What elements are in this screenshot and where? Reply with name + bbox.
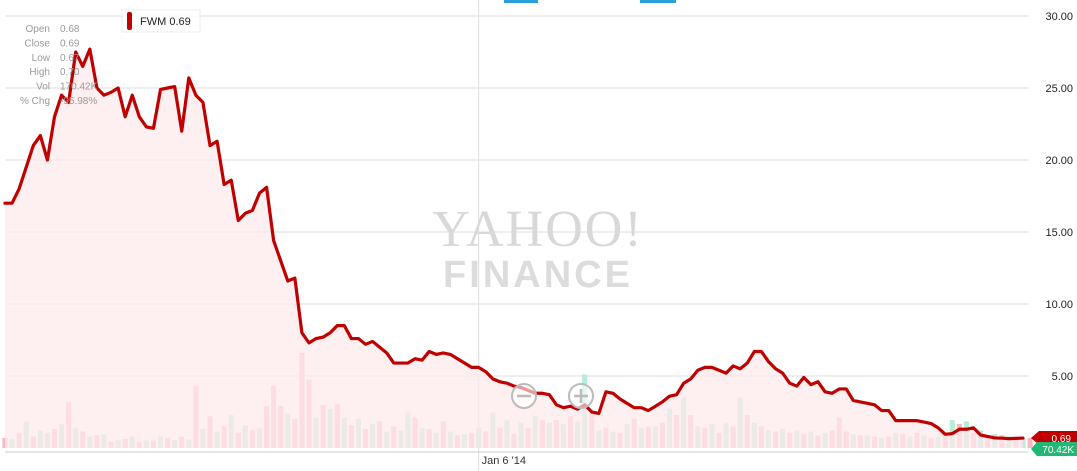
volume-badge: 70.42K bbox=[1031, 442, 1077, 456]
price-line-layer bbox=[3, 47, 1025, 441]
zoom-out-button[interactable] bbox=[511, 383, 537, 409]
y-tick-label: 10.00 bbox=[1045, 299, 1073, 311]
price-badge-shape bbox=[1031, 431, 1077, 445]
legend-swatch bbox=[127, 12, 132, 30]
x-tick-label: Jan 6 '14 bbox=[482, 455, 526, 467]
info-panel: Open 0.68 Close 0.69 Low 0.67 High 0.70 Vol 170.4… bbox=[20, 24, 98, 107]
legend-box bbox=[121, 9, 201, 33]
volume-badge-shape bbox=[1031, 442, 1077, 456]
info-value: -95.98% bbox=[60, 96, 97, 107]
info-key: Open bbox=[26, 24, 50, 35]
price-badge: 0.69 bbox=[1031, 431, 1077, 445]
watermark-line2: FINANCE bbox=[443, 254, 633, 296]
y-tick-label: 15.00 bbox=[1045, 227, 1073, 239]
info-value: 0.70 bbox=[60, 67, 80, 78]
info-key: Vol bbox=[36, 82, 50, 93]
x-axis: Jan 6 '14Jan 5 '15 bbox=[482, 455, 526, 467]
price-badge-label: 0.69 bbox=[1052, 434, 1072, 445]
y-tick-label: 30.00 bbox=[1045, 11, 1073, 23]
y-tick-label: 25.00 bbox=[1045, 83, 1073, 95]
info-key: High bbox=[29, 67, 50, 78]
info-value: 0.69 bbox=[60, 38, 80, 49]
info-key: % Chg bbox=[20, 96, 50, 107]
tab-indicator-left[interactable] bbox=[504, 0, 538, 3]
price-area-fill bbox=[5, 49, 1023, 449]
volume-badge-label: 70.42K bbox=[1042, 445, 1074, 456]
info-value: 170.42K bbox=[60, 82, 98, 93]
info-key: Low bbox=[32, 53, 51, 64]
info-value: 0.68 bbox=[60, 24, 80, 35]
legend[interactable]: FWM 0.69 bbox=[121, 9, 201, 33]
info-value: 0.67 bbox=[60, 53, 80, 64]
watermark-line1: YAHOO! bbox=[432, 201, 643, 258]
tab-indicator-right[interactable] bbox=[640, 0, 676, 3]
y-tick-label: 20.00 bbox=[1045, 155, 1073, 167]
zoom-in-button[interactable] bbox=[568, 383, 594, 409]
y-tick-label: 5.00 bbox=[1052, 371, 1073, 383]
legend-label: FWM 0.69 bbox=[140, 16, 191, 28]
y-axis: 5.00 10.00 15.00 20.00 25.00 30.00 bbox=[1045, 11, 1073, 383]
price-line[interactable] bbox=[3, 47, 1025, 441]
info-key: Close bbox=[24, 38, 50, 49]
price-area bbox=[5, 49, 1023, 449]
volume-bar bbox=[1027, 437, 1033, 448]
